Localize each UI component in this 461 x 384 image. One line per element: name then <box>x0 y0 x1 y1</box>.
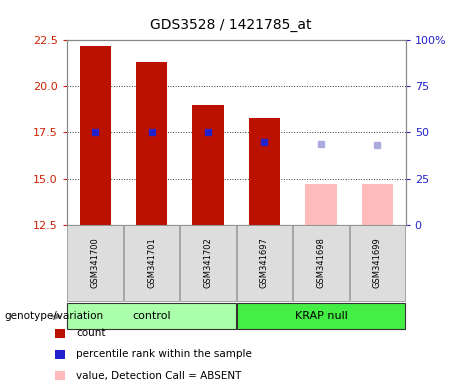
Text: GSM341701: GSM341701 <box>147 238 156 288</box>
Text: percentile rank within the sample: percentile rank within the sample <box>76 349 252 359</box>
Bar <box>362 184 393 225</box>
Bar <box>193 105 224 225</box>
Text: count: count <box>76 328 106 338</box>
Bar <box>306 184 337 225</box>
Text: GSM341702: GSM341702 <box>203 238 213 288</box>
Text: GSM341698: GSM341698 <box>316 238 325 288</box>
Text: value, Detection Call = ABSENT: value, Detection Call = ABSENT <box>76 371 242 381</box>
Text: GSM341700: GSM341700 <box>90 238 100 288</box>
Text: GSM341697: GSM341697 <box>260 238 269 288</box>
Text: GDS3528 / 1421785_at: GDS3528 / 1421785_at <box>150 18 311 32</box>
Text: GSM341699: GSM341699 <box>373 238 382 288</box>
Bar <box>249 118 280 225</box>
Bar <box>80 46 111 225</box>
Text: KRAP null: KRAP null <box>295 311 348 321</box>
Bar <box>136 63 167 225</box>
Text: genotype/variation: genotype/variation <box>5 311 104 321</box>
Text: control: control <box>132 311 171 321</box>
